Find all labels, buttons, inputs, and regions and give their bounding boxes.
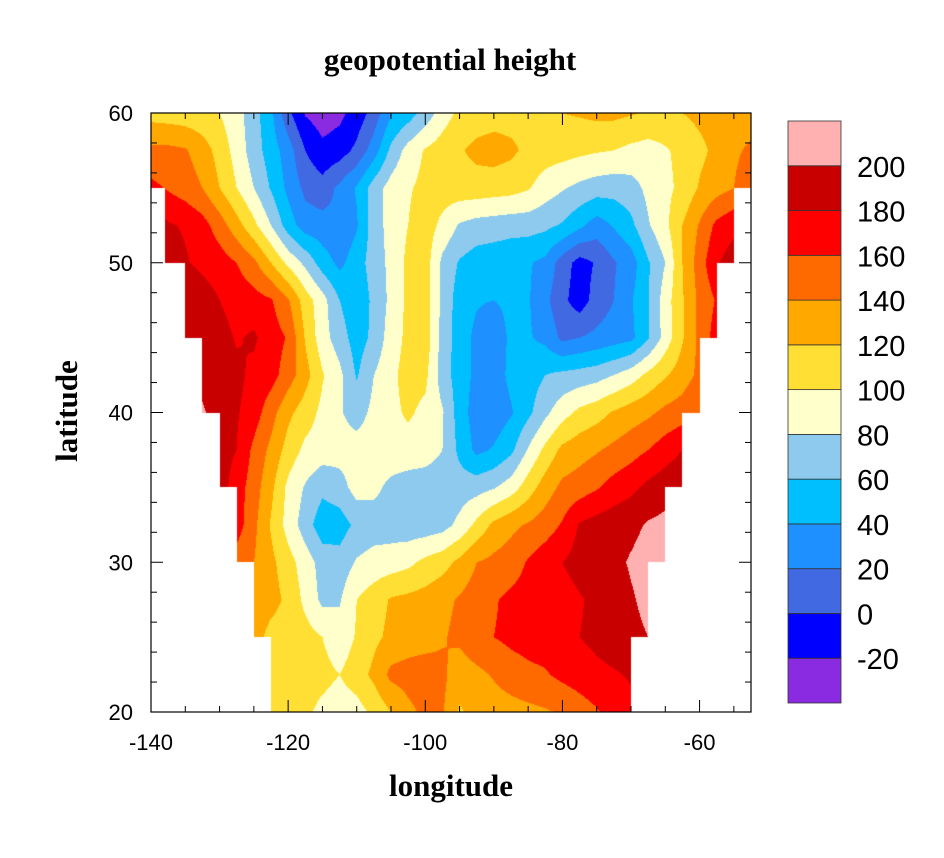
colorbar-box: [787, 523, 842, 570]
x-tick-label: -140: [129, 730, 173, 755]
colorbar-label: 100: [857, 376, 905, 408]
colorbar-box: [787, 254, 842, 301]
colorbar-label: 40: [857, 510, 889, 542]
colorbar-label: 80: [857, 420, 889, 452]
colorbar-box: [787, 344, 842, 391]
contour-fill: [151, 113, 751, 712]
colorbar-label: -20: [857, 644, 899, 676]
axes: -140 -120 -100 -80 -60 20 30 40 50 60: [109, 101, 752, 755]
colorbar-label: 140: [857, 286, 905, 318]
x-tick-label: -100: [403, 730, 447, 755]
colorbar-box: [787, 120, 842, 167]
colorbar: -20 0 20 40 60 80 100 120 140 160 180 200: [787, 120, 905, 704]
colorbar-box: [787, 165, 842, 211]
colorbar-label: 20: [857, 555, 889, 587]
y-tick-label: 60: [109, 101, 133, 126]
colorbar-label: 120: [857, 331, 905, 363]
colorbar-label: 0: [857, 599, 873, 631]
chart-title: geopotential height: [323, 42, 577, 77]
x-tick-label: -80: [547, 730, 579, 755]
colorbar-box: [787, 210, 842, 256]
colorbar-box: [787, 657, 842, 704]
colorbar-box: [787, 433, 842, 480]
y-tick-label: 40: [109, 401, 133, 426]
colorbar-label: 160: [857, 241, 905, 273]
colorbar-label: 60: [857, 465, 889, 497]
x-tick-label: -60: [684, 730, 716, 755]
colorbar-box: [787, 299, 842, 346]
colorbar-label: 180: [857, 197, 905, 229]
colorbar-box: [787, 478, 842, 525]
plot-frame: [150, 112, 752, 713]
y-tick-label: 30: [109, 550, 133, 575]
colorbar-box: [787, 568, 842, 614]
x-tick-label: -120: [266, 730, 310, 755]
y-tick-label: 50: [109, 251, 133, 276]
colorbar-box: [787, 389, 842, 435]
colorbar-label: 200: [857, 152, 905, 184]
y-axis-label: latitude: [49, 360, 84, 462]
y-tick-label: 20: [109, 700, 133, 725]
x-axis-label: longitude: [388, 768, 514, 803]
colorbar-box: [787, 613, 842, 659]
